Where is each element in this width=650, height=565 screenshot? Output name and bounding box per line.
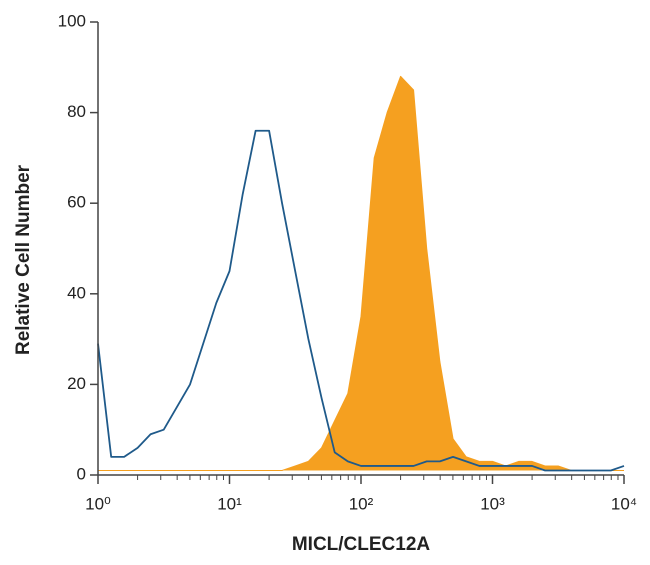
y-tick-label: 0 [77,464,86,483]
y-tick-label: 20 [67,374,86,393]
x-axis-title: MICL/CLEC12A [292,534,431,555]
y-tick-label: 80 [67,102,86,121]
x-tick-label: 10⁴ [611,494,637,513]
histogram-area [98,75,624,471]
x-tick-label: 10⁰ [85,494,111,513]
x-tick-label: 10¹ [217,494,242,513]
y-tick-label: 40 [67,283,86,302]
x-tick-label: 10² [349,494,374,513]
y-axis-title: Relative Cell Number [13,164,34,355]
x-tick-label: 10³ [480,494,505,513]
y-tick-label: 100 [58,11,86,30]
y-tick-label: 60 [67,193,86,212]
histogram-line [97,129,625,472]
